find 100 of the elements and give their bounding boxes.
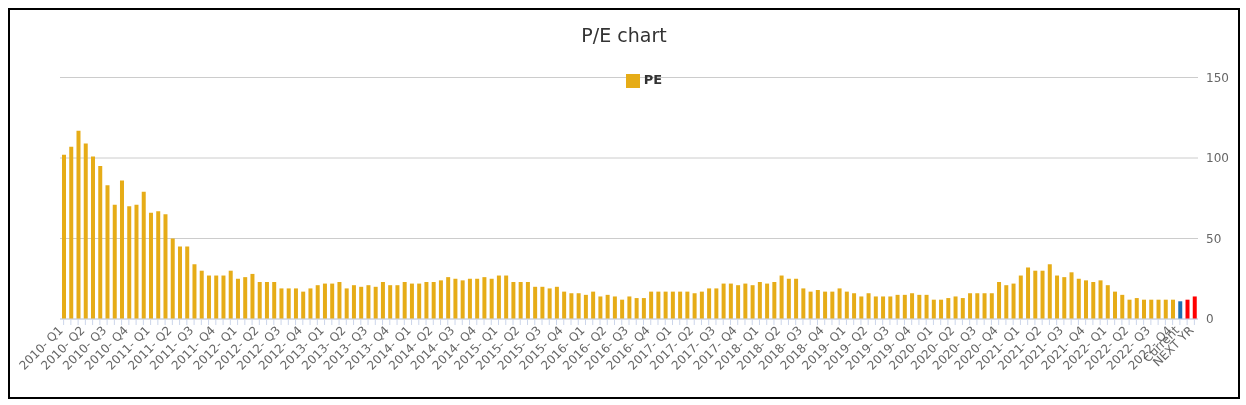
bar <box>823 291 828 319</box>
legend-label: PE <box>643 72 663 87</box>
bar <box>844 291 849 319</box>
bar <box>105 185 110 319</box>
bar <box>1185 299 1190 319</box>
bar <box>177 246 182 319</box>
bar <box>156 211 161 319</box>
bar <box>902 294 907 319</box>
bar <box>76 130 81 319</box>
bar <box>395 285 400 319</box>
bar <box>562 291 567 319</box>
bar <box>728 283 733 319</box>
y-tick-label: 150 <box>1206 70 1229 85</box>
bar <box>663 291 668 319</box>
bar <box>714 288 719 319</box>
bar <box>982 293 987 319</box>
bar <box>649 291 654 319</box>
bar <box>417 283 422 319</box>
bar <box>424 281 429 319</box>
bar <box>1127 299 1132 319</box>
bar <box>707 288 712 319</box>
bar <box>852 293 857 319</box>
bar <box>968 293 973 319</box>
bar <box>1076 278 1081 319</box>
bar <box>1142 299 1147 319</box>
bar <box>1040 270 1045 319</box>
bar <box>583 294 588 319</box>
bar <box>743 283 748 319</box>
bar <box>228 270 233 319</box>
bar <box>264 281 269 319</box>
bar <box>576 293 581 319</box>
bar <box>554 286 559 319</box>
chart-title: P/E chart <box>580 24 668 46</box>
y-tick-label: 0 <box>1206 312 1214 327</box>
bar <box>90 156 95 319</box>
bar <box>1033 270 1038 319</box>
bar <box>808 291 813 319</box>
bar <box>605 294 610 319</box>
bar <box>989 293 994 319</box>
bar <box>112 204 117 319</box>
bar <box>243 277 248 319</box>
bar <box>119 180 124 319</box>
bar <box>380 281 385 319</box>
bar <box>598 296 603 319</box>
bar <box>83 143 88 319</box>
bar <box>330 283 335 319</box>
bar <box>1192 296 1197 319</box>
bar <box>685 291 690 319</box>
bar <box>148 212 153 319</box>
bar <box>786 278 791 319</box>
y-tick-label: 50 <box>1206 231 1222 246</box>
bar <box>1084 280 1089 319</box>
bar <box>801 288 806 319</box>
bar <box>612 296 617 319</box>
bar <box>279 288 284 319</box>
bar <box>1113 291 1118 319</box>
bar <box>409 283 414 319</box>
bar <box>301 291 306 319</box>
bar <box>1004 285 1009 319</box>
bar <box>547 288 552 319</box>
bar <box>1120 294 1125 319</box>
bar <box>453 278 458 319</box>
bar <box>620 299 625 319</box>
bar <box>315 285 320 319</box>
bar <box>721 283 726 319</box>
bar <box>881 296 886 319</box>
y-tick-label: 100 <box>1206 151 1229 166</box>
bar <box>235 278 240 319</box>
bar <box>221 275 226 319</box>
bar <box>975 293 980 319</box>
bar <box>830 291 835 319</box>
bar <box>185 246 190 319</box>
bar <box>953 296 958 319</box>
bar <box>815 290 820 319</box>
bar <box>308 288 313 319</box>
bar <box>765 283 770 319</box>
bar <box>286 288 291 319</box>
bar <box>504 275 509 319</box>
bar <box>888 296 893 319</box>
bar <box>206 275 211 319</box>
bar <box>214 275 219 319</box>
bar <box>344 288 349 319</box>
bar <box>489 278 494 319</box>
bar <box>736 285 741 319</box>
bar <box>257 281 262 319</box>
bar <box>496 275 501 319</box>
bar <box>1178 301 1183 319</box>
bar <box>518 281 523 319</box>
bar <box>467 278 472 319</box>
bar <box>678 291 683 319</box>
bar <box>1026 267 1031 319</box>
bar <box>910 293 915 319</box>
bar <box>62 154 66 319</box>
bar <box>1069 272 1074 319</box>
bar <box>192 264 197 319</box>
bar <box>1171 299 1176 319</box>
bar <box>482 277 487 319</box>
bar <box>1011 283 1016 319</box>
bar <box>1134 298 1139 319</box>
bar <box>837 288 842 319</box>
